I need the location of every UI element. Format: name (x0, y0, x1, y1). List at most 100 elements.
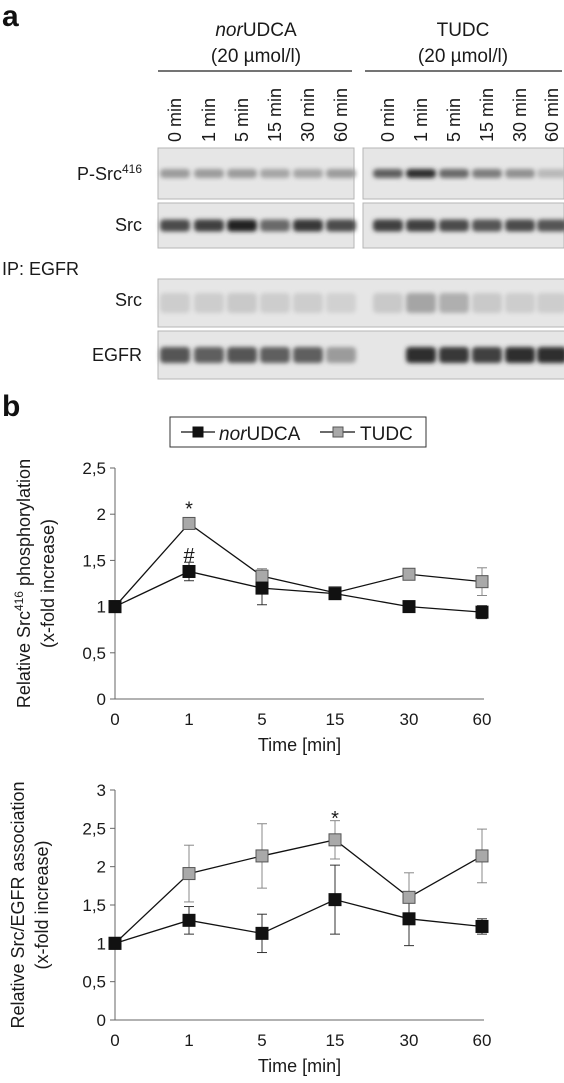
egfr-blot-band-10 (505, 347, 535, 363)
egfr-blot-band-1 (194, 347, 224, 363)
egfr-blot-band-11 (537, 347, 564, 363)
src-blot-band-8 (439, 219, 469, 232)
ip-src-blot-band-4 (293, 293, 323, 313)
ip-src-blot-band-11 (537, 293, 564, 313)
legend: norUDCA TUDC (169, 416, 427, 448)
group1-concentration: (20 µmol/l) (211, 46, 301, 67)
ip-src-blot-band-5 (326, 293, 356, 313)
series-line-norudca (114, 898, 483, 944)
lane-label-group1-5: 60 min (331, 88, 351, 142)
point-norudca (475, 919, 489, 933)
psrc-blot-band-0 (160, 169, 190, 178)
psrc-blot-band-4 (293, 169, 323, 178)
western-blots (157, 147, 564, 380)
lane-label-group2-1: 1 min (411, 98, 431, 142)
point-norudca (108, 600, 122, 614)
ip-src-row-label: Src (115, 290, 142, 310)
y-axis-label-line2: (x-fold increase) (38, 519, 58, 648)
y-tick-label: 1,5 (82, 896, 106, 915)
group2-concentration: (20 µmol/l) (418, 46, 508, 67)
src-blot-band-7 (406, 219, 436, 232)
legend-label-norudca: norUDCA (219, 424, 301, 445)
x-tick-label: 30 (400, 1031, 419, 1050)
point-norudca (475, 605, 489, 619)
group1-title: norUDCA (215, 20, 297, 41)
psrc-blot-band-10 (505, 169, 535, 178)
significance-marker: * (185, 499, 193, 521)
x-tick-label: 15 (326, 710, 345, 729)
legend-label-tudc: TUDC (360, 424, 413, 445)
lane-label-group1-3: 15 min (265, 88, 285, 142)
src-blot-band-6 (373, 219, 403, 232)
x-tick-label: 15 (326, 1031, 345, 1050)
src-blot-band-9 (472, 219, 502, 232)
x-tick-label: 5 (257, 1031, 266, 1050)
series-line-tudc (114, 839, 483, 944)
src-blot-band-10 (505, 219, 535, 232)
significance-marker: # (183, 545, 195, 567)
point-norudca (182, 913, 196, 927)
ip-src-blot-band-0 (160, 293, 190, 313)
lane-label-group2-4: 30 min (510, 88, 530, 142)
y-tick-label: 3 (97, 781, 106, 800)
y-tick-label: 2,5 (82, 819, 106, 838)
point-norudca (402, 600, 416, 614)
lane-label-group1-2: 5 min (232, 98, 252, 142)
egfr-blot-band-2 (227, 347, 257, 363)
x-tick-label: 5 (257, 710, 266, 729)
src-blot-band-3 (260, 219, 290, 232)
point-tudc (475, 575, 489, 589)
lane-label-group1-4: 30 min (298, 88, 318, 142)
x-tick-label: 60 (473, 1031, 492, 1050)
egfr-blot-band-4 (293, 347, 323, 363)
egfr-blot-band-5 (326, 347, 356, 363)
point-tudc (328, 833, 342, 847)
point-tudc (402, 890, 416, 904)
series-line-norudca (114, 570, 483, 613)
src-row-label: Src (115, 215, 142, 235)
group2-title: TUDC (437, 20, 490, 41)
src-blot-band-2 (227, 219, 257, 232)
point-norudca (255, 926, 269, 940)
psrc-blot-band-2 (227, 169, 257, 178)
x-tick-label: 30 (400, 710, 419, 729)
psrc-blot-band-8 (439, 169, 469, 178)
y-axis-label-line1: Relative Src/EGFR association (8, 781, 28, 1028)
lane-label-group2-2: 5 min (444, 98, 464, 142)
y-tick-label: 0 (97, 1011, 106, 1030)
y-tick-label: 0 (97, 690, 106, 709)
point-norudca (328, 587, 342, 601)
x-tick-label: 1 (184, 1031, 193, 1050)
significance-marker: * (331, 808, 339, 830)
point-norudca (402, 912, 416, 926)
y-tick-label: 1,5 (82, 551, 106, 570)
point-tudc (182, 516, 196, 530)
point-tudc (402, 567, 416, 581)
ip-src-blot-band-9 (472, 293, 502, 313)
x-axis-label: Time [min] (258, 735, 341, 755)
point-norudca (182, 564, 196, 578)
x-tick-label: 0 (110, 710, 119, 729)
point-tudc (255, 569, 269, 583)
psrc-blot-band-1 (194, 169, 224, 178)
lane-label-group1-1: 1 min (199, 98, 219, 142)
psrc-blot-band-7 (406, 169, 436, 178)
legend-marker-norudca (192, 426, 204, 438)
y-axis-label-line1: Relative Src416 phosphorylation (12, 459, 34, 708)
egfr-blot-band-3 (260, 347, 290, 363)
lane-label-group2-5: 60 min (542, 88, 562, 142)
panel-b-letter: b (2, 390, 20, 423)
egfr-blot-band-9 (472, 347, 502, 363)
ip-src-blot-band-10 (505, 293, 535, 313)
lane-labels: 0 min 1 min 5 min 15 min 30 min 60 min 0 min 1 … (165, 88, 562, 142)
psrc-blot-band-5 (326, 169, 356, 178)
y-tick-label: 2,5 (82, 459, 106, 478)
y-tick-label: 1 (97, 598, 106, 617)
panel-a-letter: a (2, 0, 19, 33)
psrc-blot-band-9 (472, 169, 502, 178)
src-blot-band-0 (160, 219, 190, 232)
lane-label-group1-0: 0 min (165, 98, 185, 142)
